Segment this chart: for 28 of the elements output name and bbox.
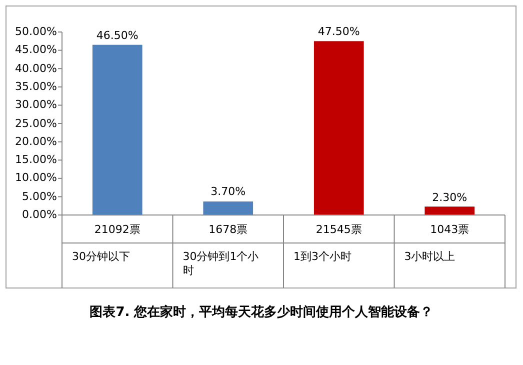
y-tick-label: 30.00% — [14, 98, 57, 112]
y-tick-label: 0.00% — [21, 208, 57, 221]
y-tick-label: 50.00% — [14, 25, 57, 38]
y-tick-label: 25.00% — [14, 116, 57, 130]
x-tick-label: 3小时以上 — [404, 250, 456, 264]
y-tick-label: 20.00% — [14, 134, 57, 148]
x-tick-label: 30分钟以下 — [72, 250, 131, 264]
bar — [424, 206, 475, 215]
text: 1678票 — [208, 223, 249, 237]
bar — [314, 41, 364, 215]
data-label: 2.30% — [431, 190, 468, 204]
y-tick-label: 40.00% — [14, 62, 57, 75]
data-label: 47.50% — [316, 25, 361, 38]
data-label: 46.50% — [95, 28, 140, 42]
y-tick-label: 10.00% — [14, 171, 57, 184]
x-tick-label: 1到3个小时 — [294, 250, 352, 264]
text: 21092票 — [93, 223, 142, 237]
bar — [92, 44, 142, 215]
x-tick-label: 30分钟到1个小时 — [182, 250, 260, 278]
y-tick-label: 5.00% — [21, 190, 57, 203]
text: 21545票 — [314, 223, 363, 237]
bar — [203, 201, 254, 215]
y-tick-label: 45.00% — [14, 43, 57, 56]
y-tick-label: 35.00% — [14, 80, 57, 93]
text: 1043票 — [429, 223, 470, 237]
text: 图表7. 您在家时，平均每天花多少时间使用个人智能设备？ — [88, 304, 434, 321]
y-tick-label: 15.00% — [14, 153, 57, 166]
data-label: 3.70% — [210, 185, 247, 198]
